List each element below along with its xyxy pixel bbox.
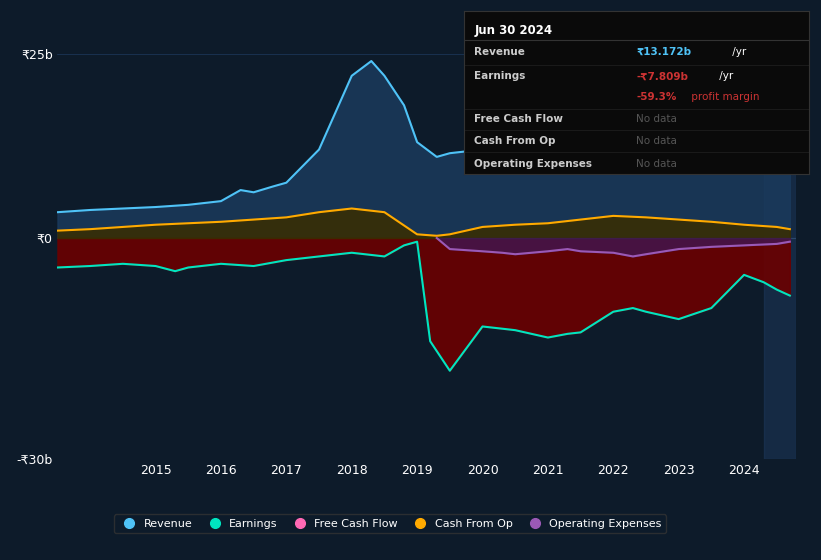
Text: No data: No data: [636, 136, 677, 146]
Text: profit margin: profit margin: [688, 92, 759, 102]
Text: Free Cash Flow: Free Cash Flow: [475, 114, 563, 124]
Text: /yr: /yr: [729, 47, 746, 57]
Text: Revenue: Revenue: [475, 47, 525, 57]
Text: ₹13.172b: ₹13.172b: [636, 47, 691, 57]
Bar: [764, 17, 796, 459]
Text: Jun 30 2024: Jun 30 2024: [475, 24, 553, 37]
Text: No data: No data: [636, 159, 677, 169]
Text: /yr: /yr: [716, 71, 733, 81]
Legend: Revenue, Earnings, Free Cash Flow, Cash From Op, Operating Expenses: Revenue, Earnings, Free Cash Flow, Cash …: [114, 515, 666, 533]
Text: -₹7.809b: -₹7.809b: [636, 71, 688, 81]
Text: Earnings: Earnings: [475, 71, 525, 81]
Text: Cash From Op: Cash From Op: [475, 136, 556, 146]
Text: -59.3%: -59.3%: [636, 92, 677, 102]
Text: Operating Expenses: Operating Expenses: [475, 159, 592, 169]
Text: No data: No data: [636, 114, 677, 124]
